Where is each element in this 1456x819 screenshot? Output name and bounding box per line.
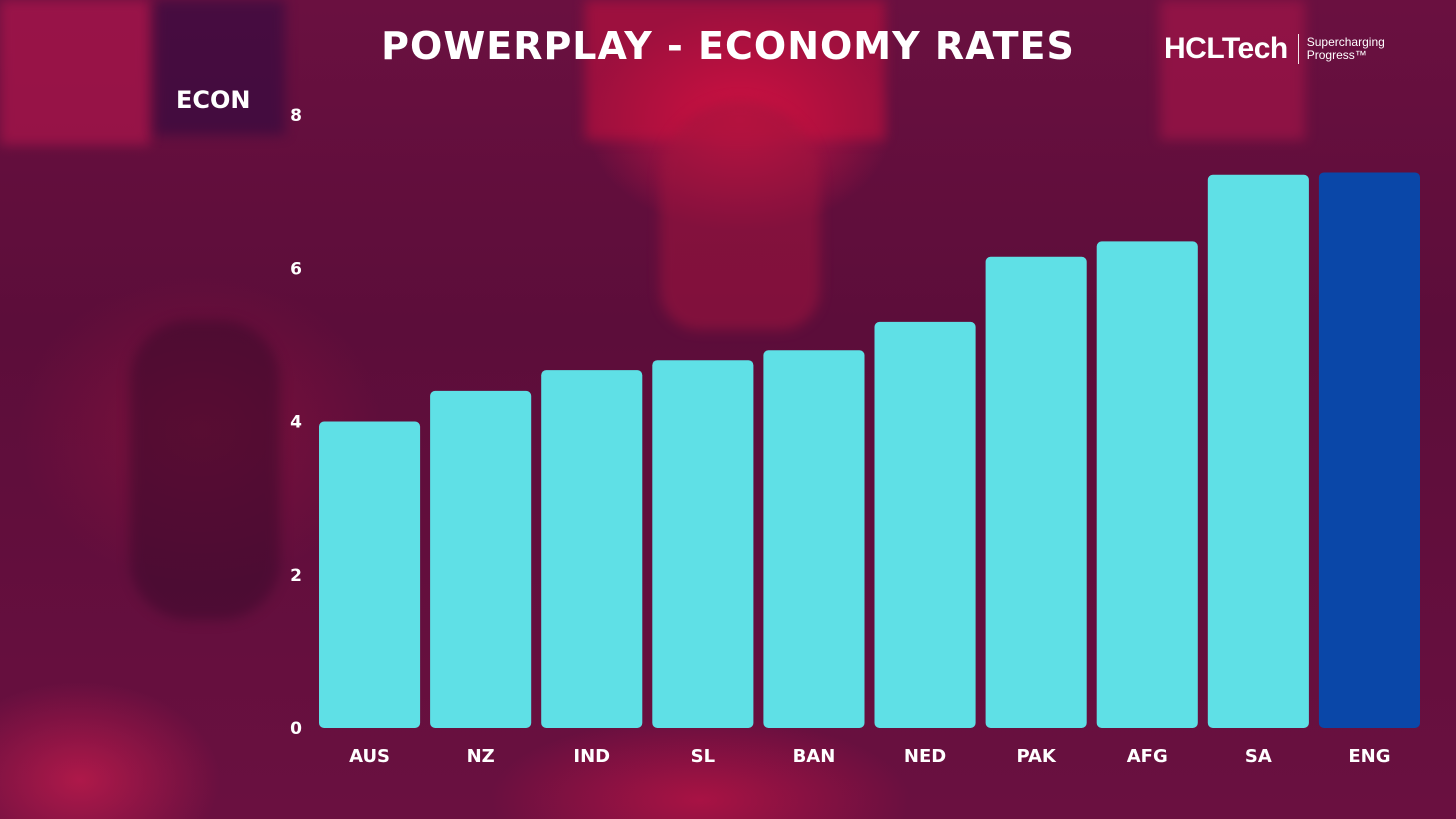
background-figure: [130, 320, 280, 620]
bar-ned: [874, 321, 976, 728]
y-tick-label: 6: [290, 259, 302, 279]
background-panel-right: [1160, 0, 1305, 140]
x-tick-label-eng: ENG: [1348, 746, 1390, 767]
x-tick-label-sa: SA: [1245, 746, 1272, 767]
x-tick-label-ban: BAN: [793, 746, 836, 767]
bar-sl: [652, 360, 754, 728]
bar-pak: [985, 256, 1087, 728]
bar-afg: [1096, 241, 1198, 728]
x-tick-label-pak: PAK: [1016, 746, 1056, 767]
y-axis-ticks: 0 2 4 6 8: [290, 106, 302, 739]
y-tick-label: 8: [290, 106, 302, 126]
hcltech-logo: HCLTech Supercharging Progress™: [1164, 32, 1407, 66]
background-panel-dark: [155, 0, 285, 135]
x-tick-label-afg: AFG: [1127, 746, 1168, 767]
background-panel-left: [0, 0, 150, 145]
bar-eng: [1318, 172, 1420, 728]
x-tick-label-nz: NZ: [467, 746, 495, 767]
y-tick-label: 0: [290, 719, 302, 739]
brand-tagline-line2: Progress™: [1306, 48, 1367, 62]
x-axis-labels: AUS NZ IND SL BAN NED PAK AFG SA ENG: [349, 746, 1390, 767]
chart-title: POWERPLAY - ECONOMY RATES: [381, 24, 1075, 68]
bar-sa: [1207, 174, 1309, 728]
brand-tagline: Supercharging Progress™: [1307, 36, 1407, 62]
bar-ind: [541, 370, 643, 728]
y-tick-label: 4: [290, 413, 302, 433]
x-tick-label-ind: IND: [573, 746, 610, 767]
x-tick-label-aus: AUS: [349, 746, 390, 767]
bar-ban: [763, 350, 865, 728]
brand-name: HCLTech: [1164, 32, 1288, 65]
x-tick-label-ned: NED: [904, 746, 946, 767]
brand-tagline-line1: Supercharging: [1306, 35, 1385, 49]
y-axis-label: ECON: [176, 86, 251, 114]
background-trophy: [660, 100, 820, 330]
bar-nz: [430, 390, 532, 728]
brand-divider: [1297, 34, 1299, 64]
bar-aus: [319, 421, 421, 728]
bars: [319, 172, 1420, 728]
x-tick-label-sl: SL: [691, 746, 715, 767]
y-tick-label: 2: [290, 566, 302, 586]
